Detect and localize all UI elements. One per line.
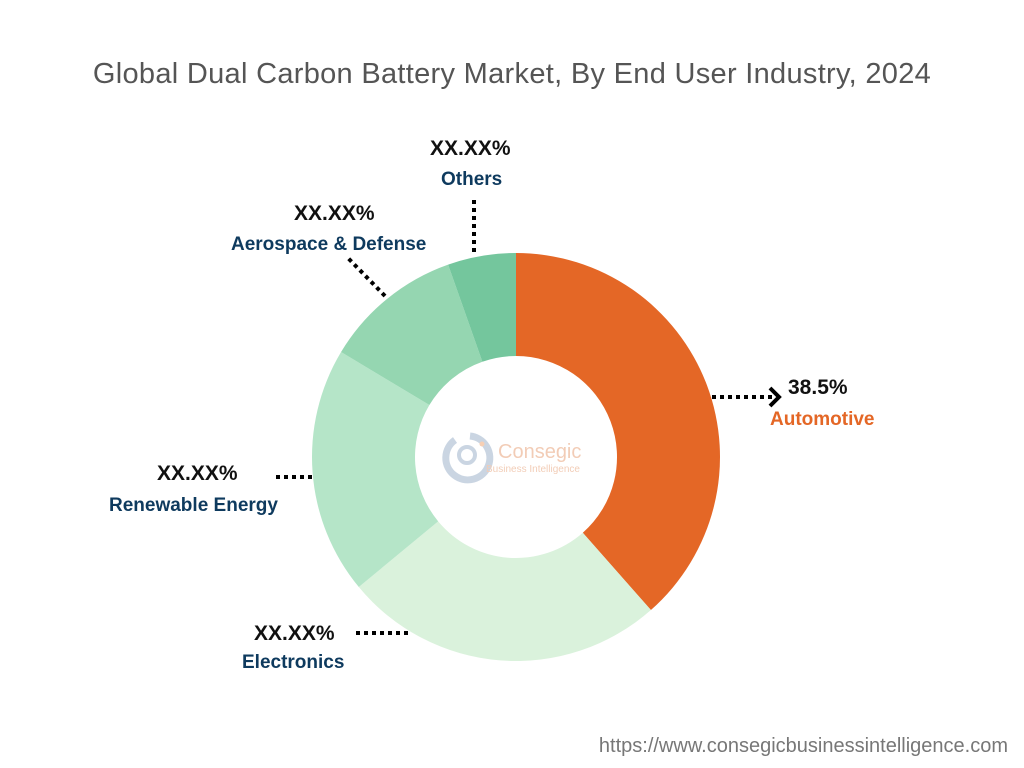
slice-aerospace-defense — [341, 264, 483, 406]
value-label-electronics: XX.XX% — [254, 622, 335, 645]
slice-renewable-energy — [312, 352, 439, 588]
value-label-automotive: 38.5% — [788, 376, 848, 399]
slice-electronics — [358, 521, 651, 661]
slice-automotive — [516, 253, 720, 611]
logo: Consegic Business Intelligence — [442, 432, 581, 484]
logo-name: Consegic — [498, 441, 581, 463]
chart-title: Global Dual Carbon Battery Market, By En… — [92, 58, 932, 90]
logo-mark-icon — [442, 432, 494, 484]
leader-line-aerospace — [346, 256, 387, 298]
category-label-renewable: Renewable Energy — [109, 495, 278, 516]
value-label-others: XX.XX% — [430, 137, 511, 160]
arrow-icon — [768, 386, 782, 408]
value-label-aerospace: XX.XX% — [294, 202, 375, 225]
category-label-aerospace: Aerospace & Defense — [231, 234, 426, 255]
category-label-electronics: Electronics — [242, 652, 344, 673]
slice-others — [448, 253, 516, 362]
logo-tagline: Business Intelligence — [486, 464, 580, 475]
footer-url[interactable]: https://www.consegicbusinessintelligence… — [598, 735, 1008, 757]
category-label-others: Others — [441, 169, 502, 190]
value-label-renewable: XX.XX% — [157, 462, 238, 485]
category-label-automotive: Automotive — [770, 409, 875, 430]
